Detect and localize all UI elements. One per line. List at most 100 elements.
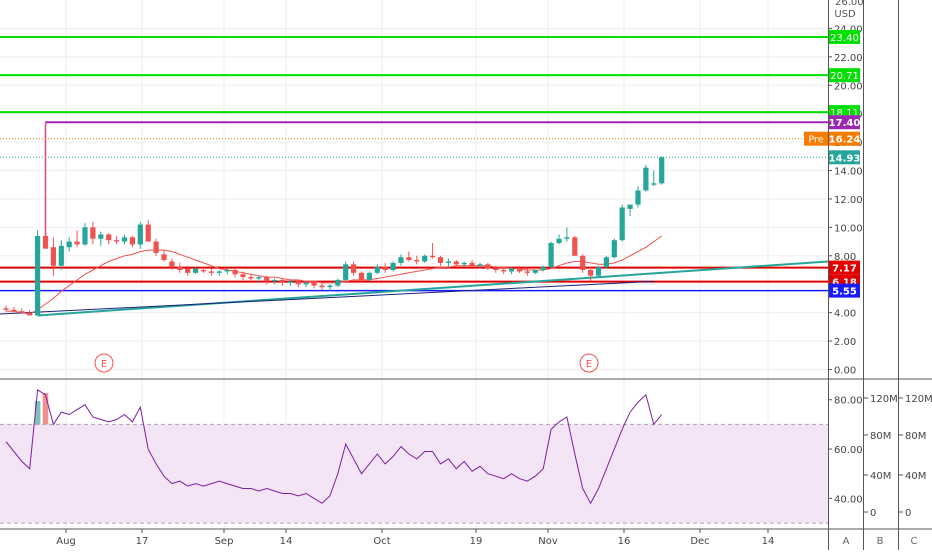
candle-body: [358, 272, 365, 280]
candle-body: [248, 277, 254, 279]
candle-body: [651, 183, 657, 185]
axis-button-a[interactable]: A: [843, 536, 850, 547]
candle-body: [461, 262, 467, 265]
moving-average-line: [6, 235, 662, 315]
volume-tick-label: 80M: [905, 431, 926, 442]
volume-tick-label: 120M: [905, 394, 932, 405]
earnings-marker[interactable]: [579, 353, 599, 373]
candle-body: [145, 224, 151, 242]
time-tick-label: 14: [762, 536, 775, 547]
price-tag-label: 7.17: [832, 264, 857, 275]
candle-body: [27, 312, 33, 316]
volume-tick-label: 0: [870, 508, 876, 519]
candle-body: [106, 234, 112, 241]
price-tag-label: 6.18: [832, 278, 857, 289]
candle-body: [66, 241, 72, 248]
volume-tick-label: 120M: [870, 394, 898, 405]
candle-body: [42, 235, 49, 249]
price-tag-label: 14.93: [829, 153, 861, 164]
price-tag-label: 20.71: [830, 71, 859, 82]
time-tick-label: Aug: [56, 536, 76, 547]
candle-body: [200, 270, 207, 272]
candle-body: [177, 267, 183, 270]
volume-tick-label: 80M: [870, 431, 891, 442]
candle-body: [208, 271, 214, 273]
price-tick-label: 0.00: [834, 365, 856, 376]
candle-body: [351, 264, 357, 273]
candle-body: [193, 268, 199, 273]
candle-body: [469, 262, 475, 266]
candle-body: [627, 204, 633, 209]
price-tick-label: 10.00: [834, 223, 863, 234]
candle-body: [485, 264, 491, 269]
candle-body: [390, 262, 396, 270]
price-tag: [829, 29, 860, 44]
time-tick-label: Dec: [690, 536, 709, 547]
rsi-tick-label: 80.00: [834, 396, 863, 407]
pre-market-badge: [804, 131, 828, 146]
time-tick-label: Nov: [538, 536, 558, 547]
earnings-marker-label: E: [101, 359, 107, 370]
candle-body: [532, 270, 538, 273]
candle-body: [595, 267, 602, 276]
candle-body: [216, 271, 222, 273]
candle-body: [232, 270, 238, 275]
currency-label: USD: [834, 9, 856, 20]
axis-button-c[interactable]: C: [911, 536, 918, 547]
candle-body: [58, 245, 64, 266]
time-tick-label: Oct: [373, 536, 390, 547]
candle-body: [224, 270, 230, 272]
price-tick-label: 12.00: [834, 195, 863, 206]
candle-body: [603, 257, 609, 268]
candle-body: [327, 285, 333, 288]
candle-body: [445, 261, 451, 263]
time-tick-label: Sep: [215, 536, 234, 547]
price-tag: [829, 68, 860, 83]
price-tick-label: 14.00: [834, 167, 863, 178]
candle-body: [556, 238, 562, 243]
axis-button-b[interactable]: B: [877, 536, 884, 547]
time-tick-label: 14: [280, 536, 293, 547]
candle-body: [659, 157, 665, 184]
candle-body: [279, 279, 286, 283]
time-tick-label: 17: [136, 536, 149, 547]
candle-body: [90, 227, 96, 239]
candle-body: [406, 257, 412, 261]
candle-body: [493, 268, 499, 270]
candle-body: [129, 237, 135, 245]
volume-tick-label: 0: [905, 508, 911, 519]
rsi-tick-label: 40.00: [834, 494, 863, 505]
candle-body: [635, 190, 641, 205]
candle-body: [343, 264, 349, 280]
candle-body: [264, 277, 270, 282]
candle-body: [643, 167, 649, 191]
candle-body: [161, 254, 167, 261]
price-tag: [829, 150, 860, 165]
candle-body: [477, 264, 483, 266]
price-tick-label: 8.00: [834, 252, 856, 263]
price-tag: [829, 260, 860, 275]
candle-body: [272, 279, 278, 282]
candle-body: [50, 247, 56, 266]
candle-body: [240, 274, 246, 278]
time-tick-label: 16: [618, 536, 631, 547]
earnings-marker-label: E: [586, 359, 592, 370]
candle-body: [611, 240, 617, 258]
earnings-marker[interactable]: [94, 353, 114, 373]
price-tag-label: 17.40: [829, 118, 861, 129]
candle-body: [572, 237, 578, 256]
candle-body: [74, 241, 80, 245]
pre-market-badge-label: Pre: [808, 135, 823, 146]
candle-body: [619, 207, 625, 241]
candle-body: [414, 260, 420, 262]
candle-body: [121, 237, 128, 242]
price-tick-label: 20.00: [834, 81, 863, 92]
candle-body: [256, 277, 262, 279]
volume-tick-label: 40M: [905, 471, 926, 482]
candle-body: [509, 268, 515, 272]
candle-body: [11, 309, 17, 312]
candle-body: [366, 272, 372, 280]
price-tag: [829, 131, 860, 146]
